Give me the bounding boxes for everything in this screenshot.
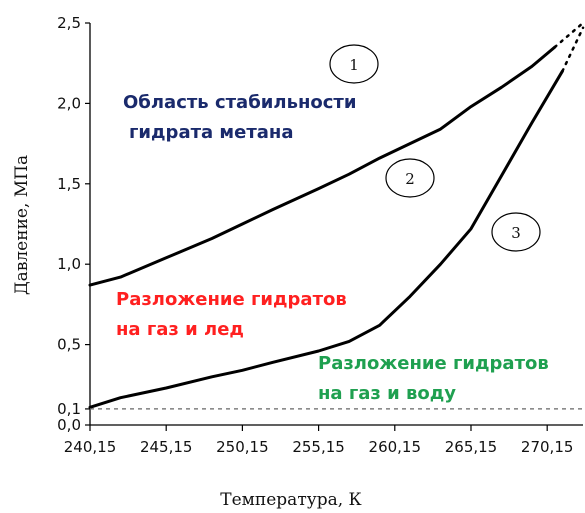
annotation-ice-line-2: на газ и лед [116,319,244,340]
annotations: Область стабильности гидрата метана Разл… [116,92,549,404]
series-layer [88,21,585,410]
series-line-2 [88,69,564,409]
ticks-layer: 0,00,1 0,5 1,0 1,5 2,0 2,5 240,15 245,15 250,15 2… [57,14,573,456]
y-tick-label: 2,5 [57,14,81,32]
region-label-1: 1 [349,56,359,74]
region-circle-1 [329,44,379,84]
annotation-water-line-1: Разложение гидратов [318,353,549,374]
region-circle-2 [385,158,435,198]
x-tick-label: 260,15 [369,438,422,456]
x-tick-label: 250,15 [216,438,269,456]
x-axis-title: Температура, К [220,490,361,510]
y-tick-label: 0,5 [57,336,81,354]
plot-frame [89,23,583,426]
x-tick-label: 245,15 [140,438,193,456]
y-tick-label: 0,0 [57,416,81,434]
x-tick-label: 265,15 [445,438,498,456]
x-tick-label: 255,15 [292,438,345,456]
annotation-stability-line-1: Область стабильности [123,92,356,113]
annotation-water-line-2: на газ и воду [318,383,456,404]
x-tick-label: 270,15 [521,438,574,456]
region-marker-2: 2 [385,158,435,198]
y-tick-label: 1,5 [57,175,81,193]
region-circle-3 [491,212,541,252]
annotation-stability-line-2: гидрата метана [129,122,294,143]
series-line-1 [88,45,557,287]
region-marker-1: 1 [329,44,379,84]
series-line-4 [561,26,585,73]
region-marker-3: 3 [491,212,541,252]
series-line-3 [553,21,585,49]
annotation-ice-line-1: Разложение гидратов [116,289,347,310]
region-label-2: 2 [405,170,415,188]
y-tick-label: 0,1 [57,400,81,418]
y-tick-label: 2,0 [57,94,81,112]
y-axis-title: Давление, МПа [12,155,32,295]
y-tick-label: 1,0 [57,255,81,273]
region-label-3: 3 [511,224,521,242]
x-tick-label: 240,15 [64,438,117,456]
